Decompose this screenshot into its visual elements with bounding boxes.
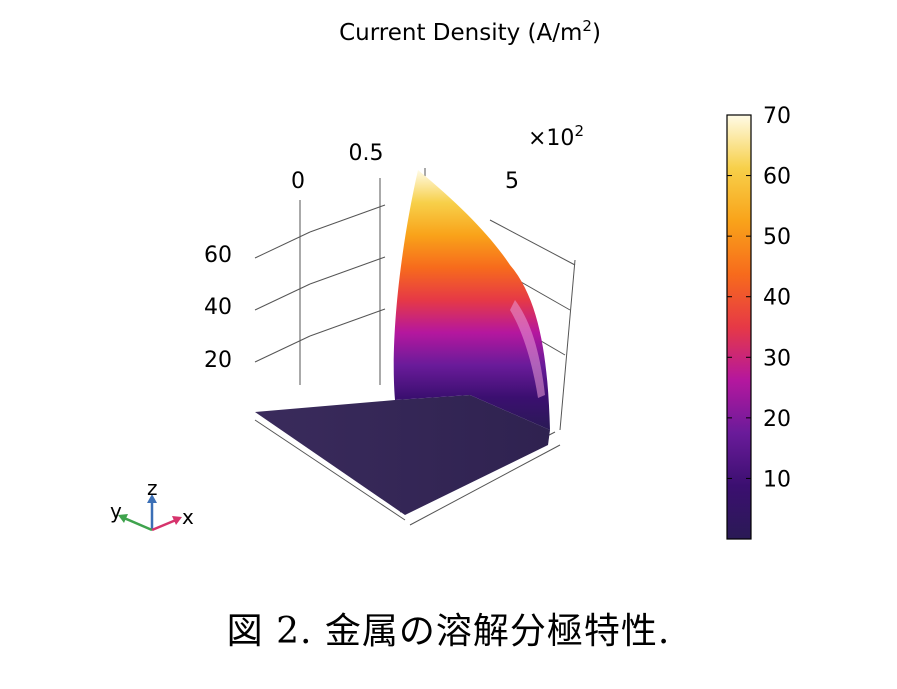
chart-canvas: Current Density (A/m2) 60 40 20 0 0.5 [110, 17, 791, 540]
surface-highlight [510, 300, 545, 398]
colorbar-tick-label: 10 [763, 467, 791, 492]
colorbar-tick-label: 30 [763, 346, 791, 371]
orientation-triad: y z x [110, 476, 194, 532]
triad-label-z: z [147, 476, 158, 500]
colorbar-tick-label: 20 [763, 407, 791, 432]
colorbar-rect [726, 114, 752, 540]
y-tick-0: 0 [291, 169, 305, 194]
surface-floor [255, 395, 550, 515]
x-axis-multiplier: ×102 [528, 122, 584, 151]
colorbar-tick-label: 70 [763, 104, 791, 129]
y-axis-ticks: 0 0.5 [291, 141, 384, 194]
z-tick-20: 20 [204, 348, 232, 373]
colorbar-tick-label: 50 [763, 225, 791, 250]
colorbar-ticks: 70 60 50 40 30 20 10 [727, 104, 791, 492]
x-tick-5: 5 [505, 169, 519, 194]
z-tick-60: 60 [204, 243, 232, 268]
z-axis-ticks: 60 40 20 [204, 243, 232, 373]
x-axis-ticks: 5 ×102 [505, 122, 584, 194]
colorbar: 70 60 50 40 30 20 10 [726, 104, 791, 540]
colorbar-tick-label: 40 [763, 286, 791, 311]
z-tick-40: 40 [204, 295, 232, 320]
y-tick-0-5: 0.5 [349, 141, 384, 166]
colorbar-tick-label: 60 [763, 165, 791, 190]
triad-label-x: x [182, 505, 194, 529]
triad-label-y: y [110, 499, 122, 523]
surface-wall [393, 170, 550, 430]
chart-title: Current Density (A/m2) [339, 17, 601, 46]
figure-caption: 図 2. 金属の溶解分極特性. [226, 611, 671, 652]
